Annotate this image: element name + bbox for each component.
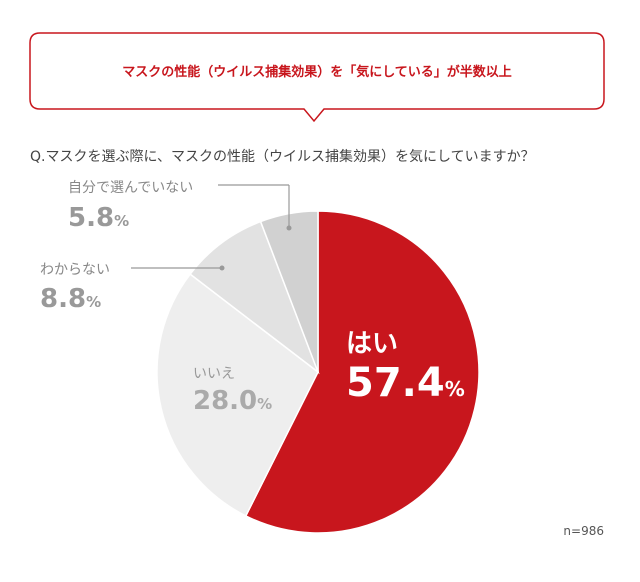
value-dont-know-unit: % xyxy=(86,293,101,311)
value-dont-know-number: 8.8 xyxy=(40,284,86,314)
value-dont-know: 8.8% xyxy=(40,284,101,314)
value-yes-number: 57.4 xyxy=(346,360,445,406)
sample-size: n=986 xyxy=(563,524,604,538)
question-text: Q.マスクを選ぶ際に、マスクの性能（ウイルス捕集効果）を気にしていますか？ xyxy=(30,148,535,165)
slice-dont-know xyxy=(189,220,320,375)
leader-dot-dont-know xyxy=(219,265,225,271)
label-not-chosen: 自分で選んでいない xyxy=(68,180,193,196)
value-no: 28.0% xyxy=(193,386,272,416)
value-not-chosen-number: 5.8 xyxy=(68,203,114,233)
value-no-unit: % xyxy=(257,395,272,413)
value-no-number: 28.0 xyxy=(193,386,257,416)
value-not-chosen: 5.8% xyxy=(68,203,129,233)
label-yes: はい xyxy=(346,329,398,359)
label-dont-know: わからない xyxy=(40,262,110,278)
leader-dot-not-chosen xyxy=(286,225,292,231)
slice-no xyxy=(156,273,319,517)
value-not-chosen-unit: % xyxy=(114,212,129,230)
slice-yes xyxy=(244,210,480,534)
pie-slices xyxy=(156,210,480,534)
value-yes: 57.4% xyxy=(346,360,465,406)
callout-text: マスクの性能（ウイルス捕集効果）を「気にしている」が半数以上 xyxy=(122,64,512,80)
value-yes-unit: % xyxy=(445,377,465,401)
label-no: いいえ xyxy=(193,366,235,382)
callout-box xyxy=(29,32,605,123)
